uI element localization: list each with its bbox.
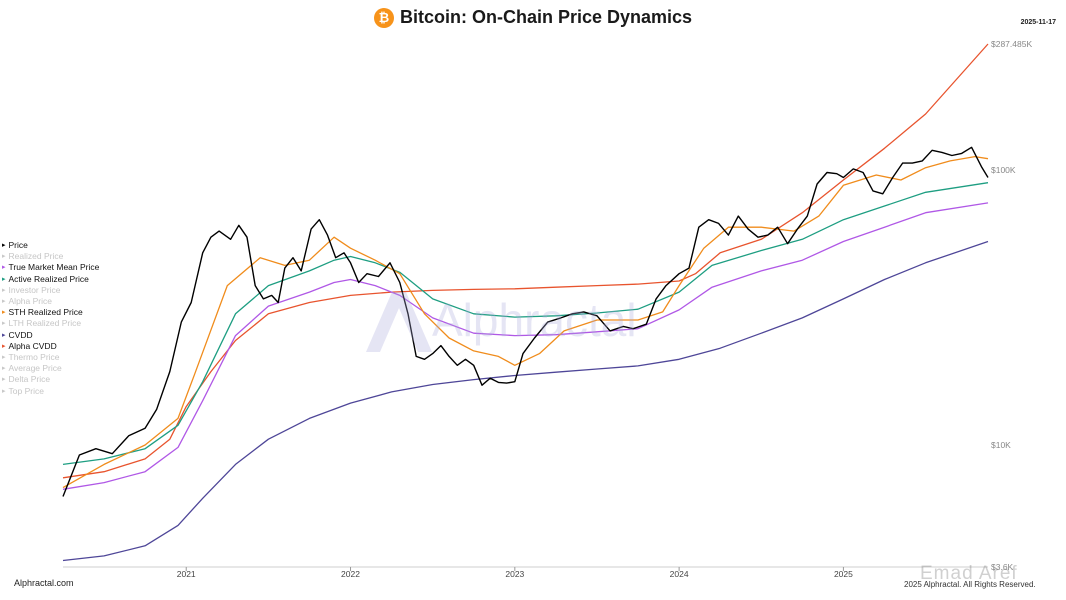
- brand-label: Alphractal.com: [14, 578, 74, 588]
- x-axis: 2021 2022 2023 2024 2025: [63, 566, 988, 579]
- y-tick-label: $3.6K: [991, 562, 1014, 572]
- watermark-logo-icon: [366, 292, 432, 352]
- y-axis: $287.485K $100K $10K $3.6K: [991, 39, 1032, 572]
- legend-item[interactable]: ▸ Alpha CVDD: [2, 341, 99, 352]
- legend-label: Delta Price: [8, 374, 51, 385]
- legend-label: CVDD: [8, 329, 33, 340]
- x-tick-label: 2022: [341, 569, 360, 579]
- legend-item[interactable]: ▸ Alpha Price: [2, 296, 99, 307]
- series-true-market-mean-price: [62, 202, 989, 490]
- legend-item[interactable]: ▸ STH Realized Price: [2, 307, 99, 318]
- x-tick-label: 2024: [670, 569, 689, 579]
- bitcoin-icon: ₿: [373, 7, 394, 28]
- legend-label: Average Price: [8, 363, 62, 374]
- legend-item[interactable]: ▸ Investor Price: [2, 285, 99, 296]
- y-tick-label: $287.485K: [991, 39, 1032, 49]
- legend-marker-icon: ▸: [2, 376, 6, 384]
- legend-label: Thermo Price: [8, 352, 60, 363]
- x-tick-label: 2021: [177, 569, 196, 579]
- legend-marker-icon: ▸: [2, 387, 6, 395]
- legend-item[interactable]: ▸ Active Realized Price: [2, 274, 99, 285]
- chart-date: 2025-11-17: [1020, 19, 1056, 26]
- legend-label: Alpha CVDD: [8, 340, 57, 351]
- legend-item[interactable]: ▸ Realized Price: [2, 251, 99, 262]
- series-layer: [62, 43, 989, 562]
- chart-title-text: Bitcoin: On-Chain Price Dynamics: [399, 7, 693, 27]
- legend-item[interactable]: ▸ Average Price: [2, 363, 99, 374]
- chart-title-wrap: ₿ Bitcoin: On-Chain Price Dynamics: [0, 7, 1066, 28]
- legend-marker-icon: ▸: [2, 309, 6, 317]
- legend-marker-icon: ▸: [2, 342, 6, 350]
- legend-item[interactable]: ▸ LTH Realized Price: [2, 318, 99, 329]
- legend-item[interactable]: ▸ Price: [2, 240, 99, 251]
- legend-marker-icon: ▸: [2, 331, 6, 339]
- legend-item[interactable]: ▸ Top Price: [2, 386, 99, 397]
- author-watermark: Emad Aref: [920, 563, 1018, 584]
- legend-label: Price: [8, 240, 28, 250]
- legend-label: Alpha Price: [8, 296, 52, 307]
- legend-item[interactable]: ▸ Thermo Price: [2, 352, 99, 363]
- legend-marker-icon: ▸: [2, 264, 6, 272]
- legend-label: True Market Mean Price: [8, 262, 100, 273]
- legend-marker-icon: ▸: [2, 354, 6, 362]
- series-sth-realized-price: [62, 155, 989, 489]
- y-tick-label: $100K: [991, 165, 1016, 175]
- legend-label: STH Realized Price: [8, 307, 83, 318]
- legend-label: LTH Realized Price: [8, 318, 82, 329]
- chart-title: ₿ Bitcoin: On-Chain Price Dynamics: [373, 7, 693, 28]
- series-cvdd: [62, 240, 989, 562]
- series-alpha-cvdd: [62, 43, 989, 479]
- chart-legend: ▸ Price ▸ Realized Price ▸ True Market Mean P…: [2, 240, 99, 397]
- legend-marker-icon: ▸: [2, 286, 6, 294]
- legend-label: Top Price: [8, 385, 44, 396]
- x-tick-label: 2025: [834, 569, 853, 579]
- legend-item[interactable]: ▸ Delta Price: [2, 374, 99, 385]
- legend-label: Active Realized Price: [8, 273, 89, 284]
- legend-marker-icon: ▸: [2, 253, 6, 261]
- series-price: [62, 146, 989, 497]
- x-tick-label: 2023: [505, 569, 524, 579]
- legend-item[interactable]: ▸ CVDD: [2, 330, 99, 341]
- legend-marker-icon: ▸: [2, 320, 6, 328]
- y-tick-label: $10K: [991, 440, 1011, 450]
- watermark-text: Alphractal: [432, 294, 637, 346]
- legend-marker-icon: ▸: [2, 365, 6, 373]
- series-active-realized-price: [62, 182, 989, 466]
- copyright-text: 2025 Alphractal. All Rights Reserved.: [904, 580, 1036, 589]
- legend-item[interactable]: ▸ True Market Mean Price: [2, 262, 99, 273]
- legend-marker-icon: ▸: [2, 242, 6, 249]
- legend-marker-icon: ▸: [2, 275, 6, 283]
- legend-marker-icon: ▸: [2, 298, 6, 306]
- legend-label: Investor Price: [8, 284, 61, 295]
- legend-label: Realized Price: [8, 251, 64, 262]
